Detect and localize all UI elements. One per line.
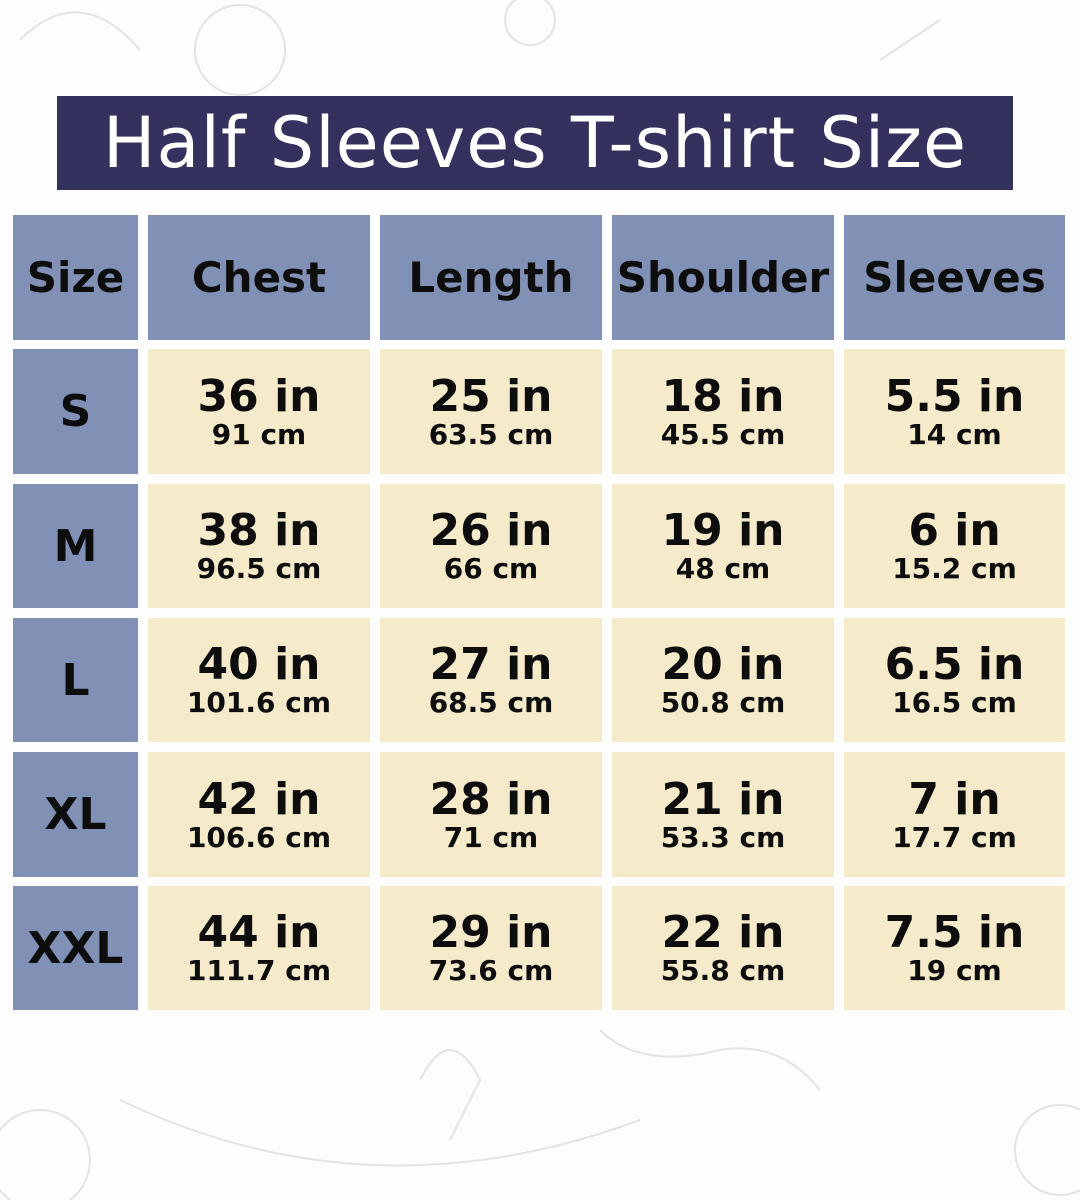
inches-value: 21 in [661,773,785,825]
measurement-cell: 22 in 55.8 cm [612,886,834,1010]
measurement-cell: 6.5 in 16.5 cm [844,618,1065,742]
cm-value: 66 cm [443,552,539,585]
measurement-cell: 18 in 45.5 cm [612,349,834,474]
inches-value: 20 in [661,639,785,690]
cm-value: 16.5 cm [892,686,1017,719]
cm-value: 55.8 cm [660,954,786,987]
measurement-cell: 29 in 73.6 cm [380,886,602,1010]
inches-value: 38 in [197,505,321,556]
size-label: L [13,618,138,742]
cm-value: 15.2 cm [892,552,1017,585]
inches-value: 26 in [429,505,553,556]
inches-value: 6.5 in [884,639,1025,690]
measurement-cell: 42 in 106.6 cm [148,752,370,877]
measurement-cell: 28 in 71 cm [380,752,602,877]
cm-value: 48 cm [675,552,771,585]
cm-value: 14 cm [907,417,1002,451]
header-size: Size [13,215,138,340]
measurement-cell: 7.5 in 19 cm [844,886,1065,1010]
measurement-cell: 26 in 66 cm [380,484,602,608]
inches-value: 22 in [661,907,785,958]
measurement-cell: 5.5 in 14 cm [844,349,1065,474]
inches-value: 7.5 in [884,907,1025,958]
inches-value: 18 in [661,370,785,422]
header-chest: Chest [148,215,370,340]
cm-value: 101.6 cm [186,686,332,719]
measurement-cell: 21 in 53.3 cm [612,752,834,877]
size-label: XXL [13,886,138,1010]
inches-value: 36 in [197,370,321,422]
inches-value: 27 in [429,639,553,690]
measurement-cell: 38 in 96.5 cm [148,484,370,608]
cm-value: 73.6 cm [428,954,554,987]
measurement-cell: 36 in 91 cm [148,349,370,474]
inches-value: 28 in [429,773,553,825]
cm-value: 71 cm [443,820,539,854]
cm-value: 91 cm [211,417,307,451]
cm-value: 53.3 cm [660,820,786,854]
inches-value: 42 in [197,773,321,825]
inches-value: 7 in [908,773,1001,825]
measurement-cell: 20 in 50.8 cm [612,618,834,742]
measurement-cell: 7 in 17.7 cm [844,752,1065,877]
cm-value: 17.7 cm [892,820,1017,854]
size-label: XL [13,752,138,877]
measurement-cell: 27 in 68.5 cm [380,618,602,742]
cm-value: 96.5 cm [196,552,322,585]
header-shoulder: Shoulder [612,215,834,340]
cm-value: 106.6 cm [186,820,332,854]
inches-value: 40 in [197,639,321,690]
inches-value: 25 in [429,370,553,422]
measurement-cell: 44 in 111.7 cm [148,886,370,1010]
cm-value: 50.8 cm [660,686,786,719]
inches-value: 5.5 in [884,370,1025,422]
inches-value: 6 in [908,505,1001,556]
cm-value: 63.5 cm [428,417,554,451]
size-label: S [13,349,138,474]
header-length: Length [380,215,602,340]
inches-value: 44 in [197,907,321,958]
cm-value: 68.5 cm [428,686,554,719]
cm-value: 19 cm [907,954,1002,987]
measurement-cell: 19 in 48 cm [612,484,834,608]
measurement-cell: 40 in 101.6 cm [148,618,370,742]
header-sleeves: Sleeves [844,215,1065,340]
page-title: Half Sleeves T-shirt Size [57,96,1013,190]
inches-value: 29 in [429,907,553,958]
size-label: M [13,484,138,608]
cm-value: 45.5 cm [660,417,786,451]
measurement-cell: 25 in 63.5 cm [380,349,602,474]
measurement-cell: 6 in 15.2 cm [844,484,1065,608]
inches-value: 19 in [661,505,785,556]
cm-value: 111.7 cm [186,954,332,987]
